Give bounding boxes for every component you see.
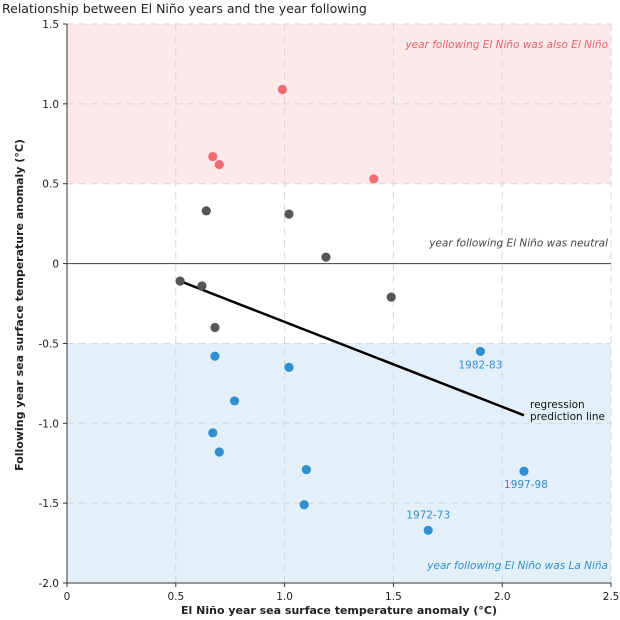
data-point xyxy=(197,281,207,291)
data-point xyxy=(321,252,331,262)
data-point xyxy=(201,206,211,216)
y-tick-label: 0.5 xyxy=(42,179,59,191)
region-bands xyxy=(67,24,611,583)
data-point xyxy=(369,174,379,184)
point-annotation: 1972-73 xyxy=(406,509,450,521)
data-points xyxy=(175,84,529,535)
data-point xyxy=(277,84,288,95)
regression-group xyxy=(179,279,525,417)
data-point xyxy=(210,322,220,333)
data-point xyxy=(386,292,396,302)
y-tick-label: -1.0 xyxy=(39,418,60,430)
data-point xyxy=(284,362,294,372)
x-tick-label: 0 xyxy=(64,591,71,603)
regression-label-line1: regression xyxy=(530,399,585,411)
data-point xyxy=(299,500,309,510)
y-axis-label: Following year sea surface temperature a… xyxy=(13,139,26,471)
data-point xyxy=(210,351,220,361)
data-point xyxy=(214,447,224,457)
data-point xyxy=(214,159,224,170)
data-point xyxy=(284,209,294,219)
region-band-la-nina xyxy=(67,343,611,583)
chart-labels: year following El Niño was also El Niño y… xyxy=(404,39,608,572)
region-label-el-nino: year following El Niño was also El Niño xyxy=(404,39,608,51)
y-tick-label: 1.0 xyxy=(42,99,59,111)
point-annotation: 1997-98 xyxy=(504,479,548,491)
region-label-la-nina: year following El Niño was La Niña xyxy=(426,560,608,572)
y-tick-label: 0 xyxy=(52,259,59,271)
x-axis-label: El Niño year sea surface temperature ano… xyxy=(181,604,497,617)
x-tick-label: 2.0 xyxy=(494,591,511,603)
regression-line xyxy=(179,279,525,417)
y-tick-label: -1.5 xyxy=(39,498,60,510)
data-point xyxy=(208,151,218,162)
region-label-neutral: year following El Niño was neutral xyxy=(428,238,608,250)
y-tick-label: -2.0 xyxy=(39,578,60,590)
data-point xyxy=(208,428,218,438)
data-point xyxy=(175,276,185,286)
data-point xyxy=(229,396,240,406)
x-tick-label: 2.5 xyxy=(603,591,620,603)
grid-lines xyxy=(67,23,612,583)
data-point xyxy=(475,346,486,357)
data-point xyxy=(519,466,529,476)
x-tick-label: 1.0 xyxy=(276,591,293,603)
data-point xyxy=(301,465,311,475)
axes: 1.5 1.0 0.5 0 -0.5 -1.0 -1.5 -2.0 0 0.5 1.0 1.5 2.0 2… xyxy=(39,19,620,603)
chart-title: Relationship between El Niño years and t… xyxy=(2,1,367,16)
y-tick-label: -0.5 xyxy=(39,338,60,350)
regression-label-line2: prediction line xyxy=(530,411,605,423)
y-tick-label: 1.5 xyxy=(42,19,59,31)
x-tick-label: 1.5 xyxy=(385,591,402,603)
x-tick-label: 0.5 xyxy=(167,591,184,603)
data-point xyxy=(423,525,433,535)
point-annotation: 1982-83 xyxy=(459,359,503,371)
